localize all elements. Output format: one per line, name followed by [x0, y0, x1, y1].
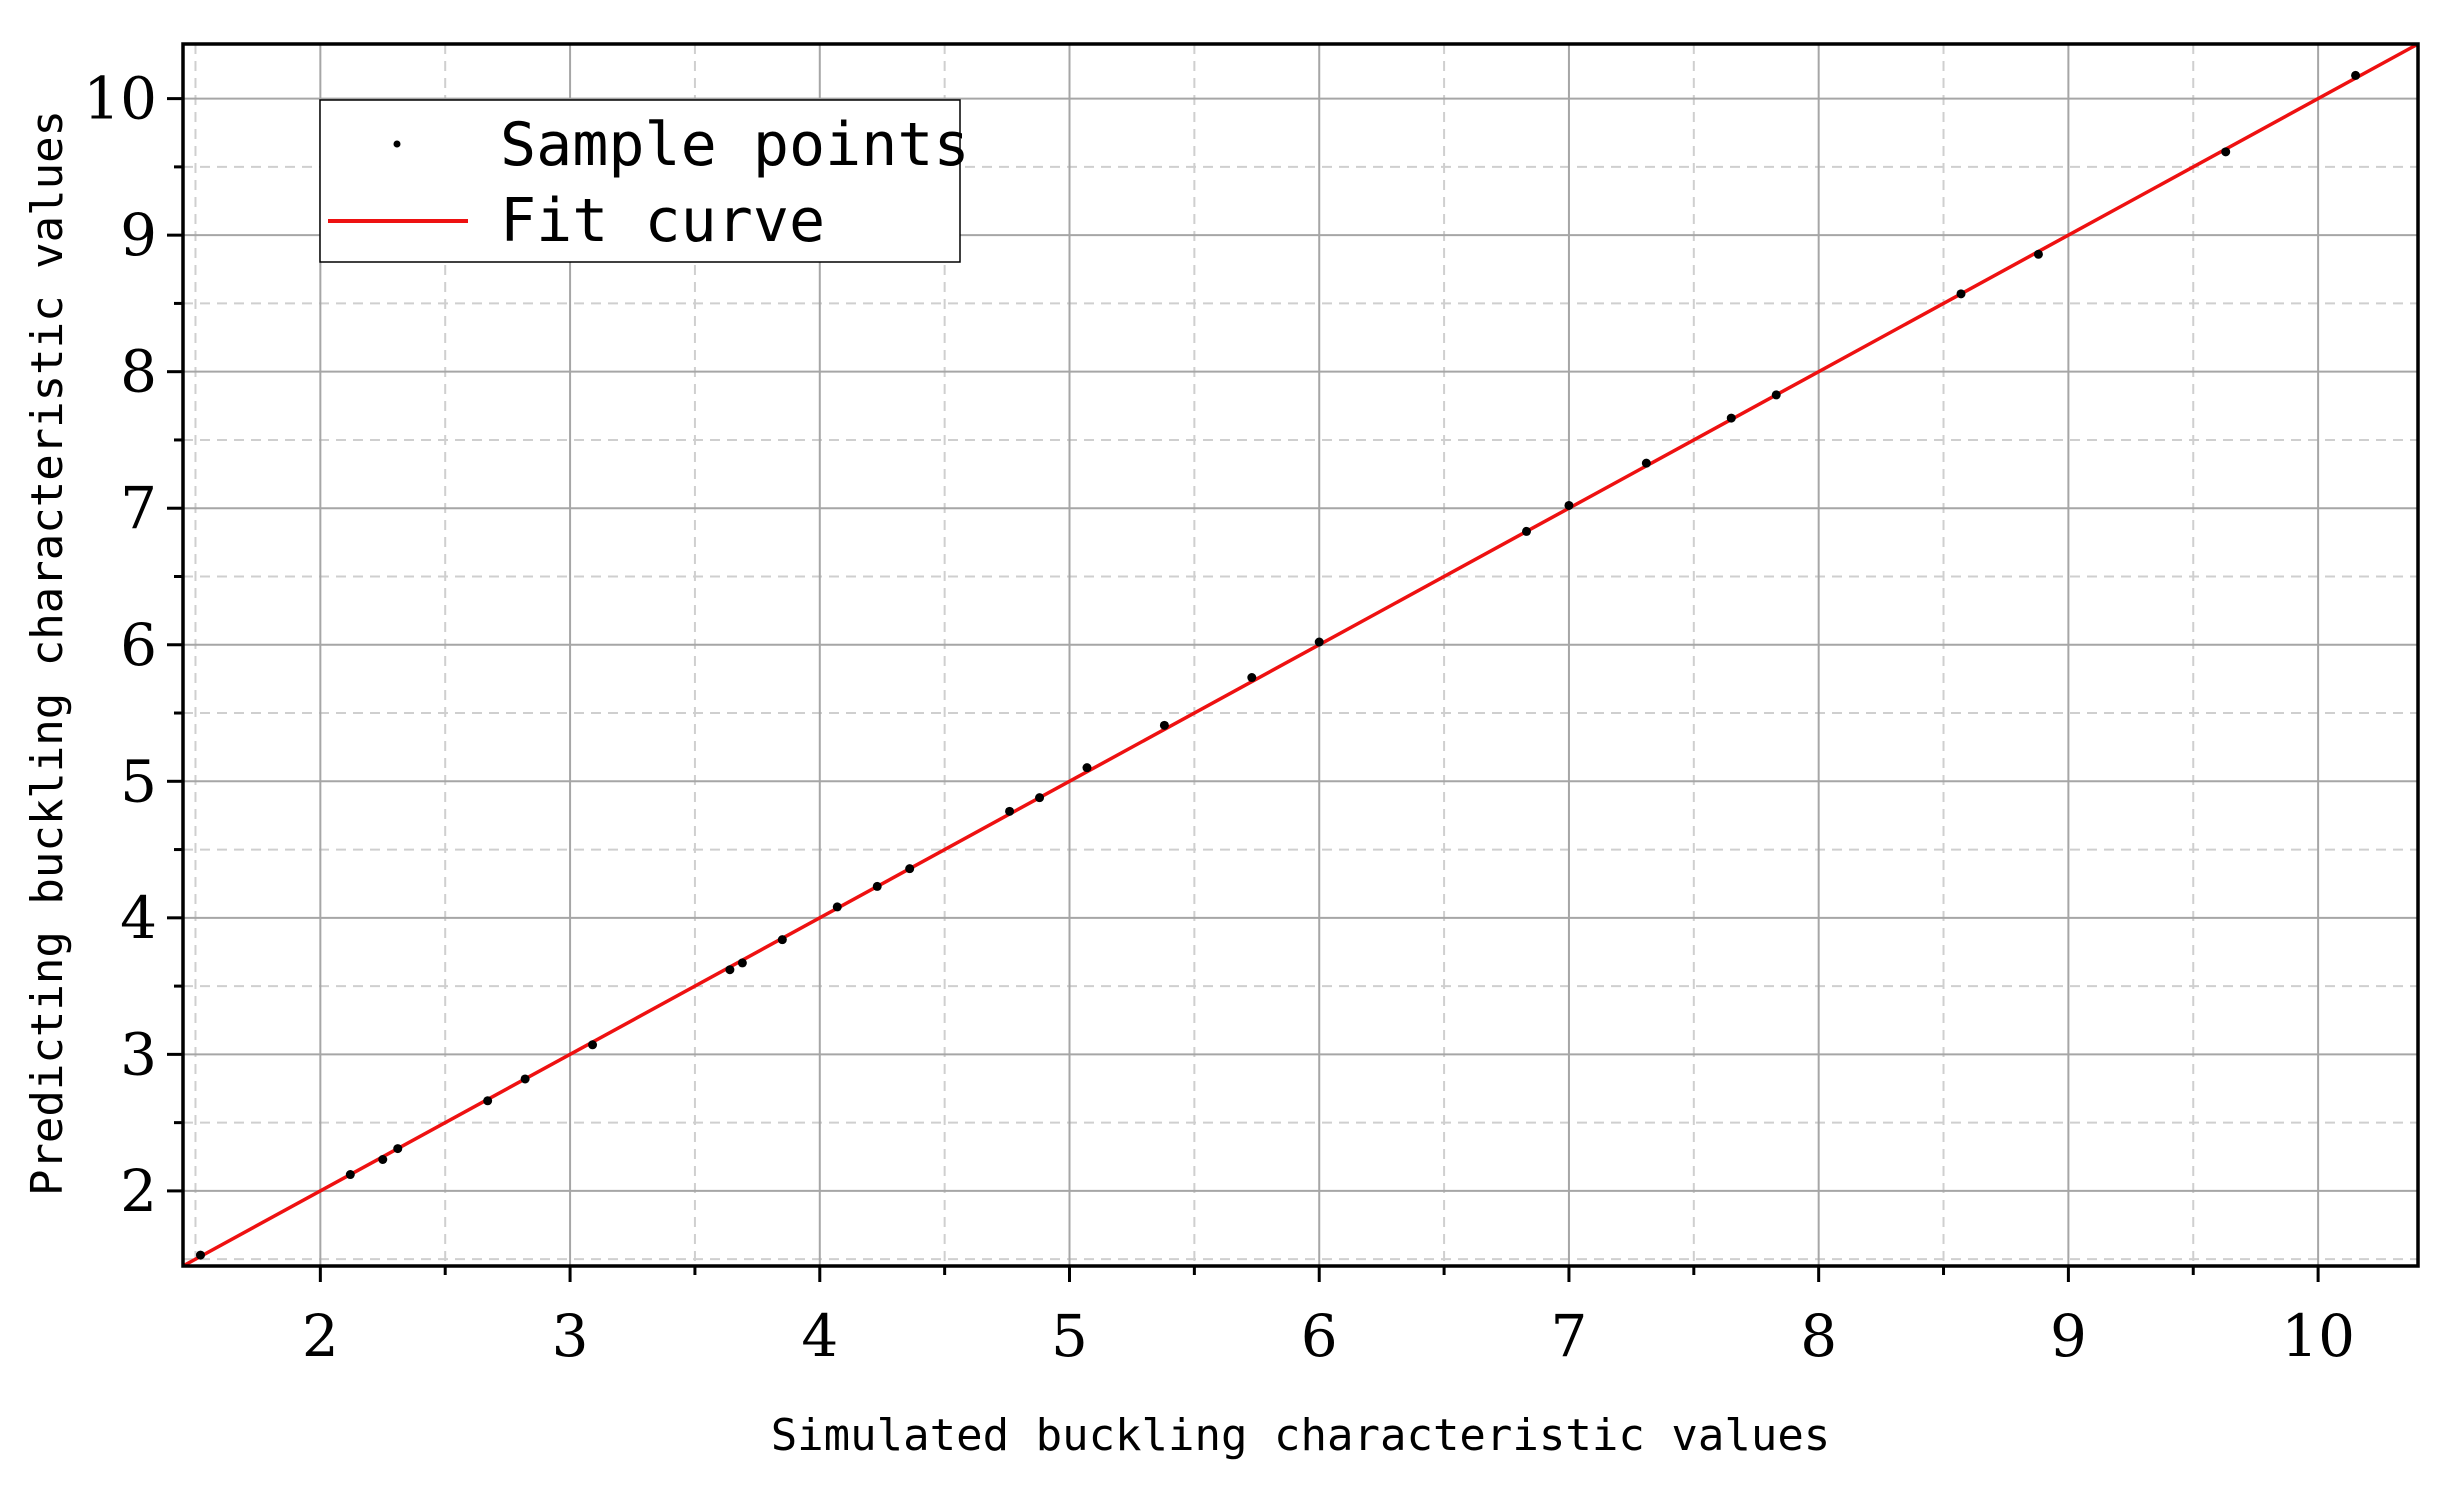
x-tick-label: 7 — [1550, 1302, 1587, 1370]
x-axis-title: Simulated buckling characteristic values — [771, 1410, 1831, 1461]
sample-point — [2033, 249, 2043, 259]
fit-curve-line — [182, 42, 2419, 1268]
y-tick-label: 6 — [120, 611, 157, 679]
x-tick-label: 2 — [302, 1302, 339, 1370]
x-tick-label: 6 — [1301, 1302, 1338, 1370]
sample-point — [520, 1074, 530, 1084]
sample-point — [2221, 147, 2231, 157]
sample-point — [1314, 637, 1324, 647]
sample-point — [872, 881, 882, 891]
sample-point — [725, 965, 735, 975]
sample-point — [1005, 806, 1015, 816]
legend-marker-sample-points — [393, 140, 401, 148]
sample-point — [1564, 500, 1574, 510]
sample-point — [737, 958, 747, 968]
y-tick-label: 8 — [120, 338, 157, 406]
sample-point — [483, 1096, 493, 1106]
legend-label-sample-points: Sample points — [500, 110, 970, 180]
sample-point — [1641, 458, 1651, 468]
y-tick-label: 3 — [120, 1020, 157, 1088]
sample-point — [378, 1155, 388, 1165]
legend-box — [319, 99, 961, 263]
x-tick-label: 8 — [1800, 1302, 1837, 1370]
sample-point — [1521, 526, 1531, 536]
y-tick-label: 7 — [120, 474, 157, 542]
grid — [183, 44, 2418, 1266]
tick-labels: 2 3 4 5 6 7 8 9 10 2 3 4 5 6 7 8 9 10 — [83, 65, 2355, 1370]
sample-point — [832, 902, 842, 912]
sample-point — [2351, 70, 2361, 80]
axis-ticks — [167, 97, 2320, 1282]
sample-point — [1035, 793, 1045, 803]
sample-point — [345, 1170, 355, 1180]
y-tick-label: 9 — [120, 201, 157, 269]
sample-point — [195, 1250, 205, 1260]
plot-frame — [181, 42, 2420, 1268]
x-tick-label: 9 — [2050, 1302, 2087, 1370]
x-tick-label: 3 — [552, 1302, 589, 1370]
y-tick-label: 5 — [120, 747, 157, 815]
y-tick-label: 2 — [120, 1157, 157, 1225]
sample-point — [588, 1040, 598, 1050]
sample-point — [1082, 763, 1092, 773]
sample-point — [393, 1144, 403, 1154]
y-tick-label: 4 — [120, 884, 157, 952]
x-tick-label: 4 — [801, 1302, 838, 1370]
legend-label-fit-curve: Fit curve — [500, 186, 825, 256]
y-tick-label: 10 — [83, 65, 157, 133]
sample-point — [1956, 289, 1966, 299]
sample-point — [1247, 673, 1257, 683]
y-axis-title: Predicting buckling characteristic value… — [22, 110, 73, 1196]
legend: Sample points Fit curve — [319, 99, 970, 263]
x-tick-label: 5 — [1051, 1302, 1088, 1370]
sample-point — [777, 935, 787, 945]
sample-point — [905, 864, 915, 874]
plot-series — [182, 42, 2419, 1268]
x-tick-label: 10 — [2281, 1302, 2355, 1370]
sample-point — [1159, 720, 1169, 730]
sample-point — [1726, 413, 1736, 423]
sample-point — [1771, 390, 1781, 400]
